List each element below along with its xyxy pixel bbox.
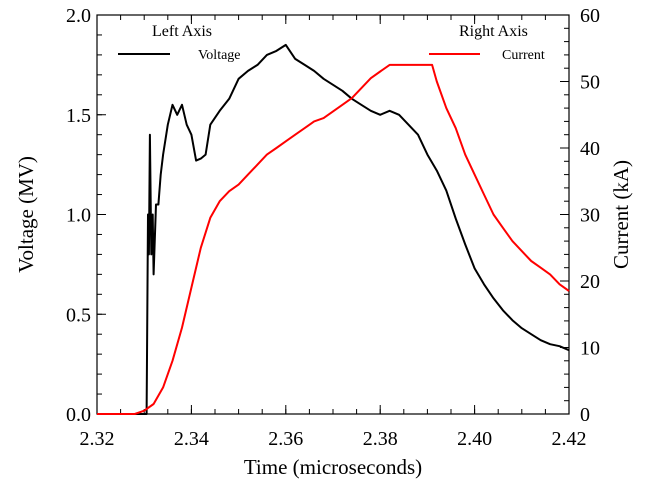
axis-ticks	[96, 14, 570, 415]
y-left-tick-label: 2.0	[66, 5, 91, 27]
x-tick-label: 2.34	[174, 428, 209, 450]
legend-left-heading: Left Axis	[152, 23, 212, 40]
y-right-tick-label: 60	[580, 5, 600, 27]
legend-voltage-label: Voltage	[198, 48, 241, 63]
y-left-tick-label: 1.5	[66, 105, 91, 127]
y-right-tick-label: 20	[580, 271, 600, 293]
y-left-tick-label: 0.5	[66, 304, 91, 326]
x-tick-label: 2.32	[80, 428, 115, 450]
x-tick-label: 2.40	[457, 428, 492, 450]
x-tick-label: 2.36	[268, 428, 303, 450]
y-right-tick-label: 0	[580, 404, 590, 426]
series-line-voltage	[97, 43, 570, 415]
y-right-tick-label: 30	[580, 205, 600, 227]
series-layer	[97, 43, 570, 415]
y-right-tick-label: 40	[580, 138, 600, 160]
series-line-current	[97, 63, 570, 415]
x-tick-label: 2.42	[552, 428, 587, 450]
x-tick-label: 2.38	[363, 428, 398, 450]
legend-right-heading: Right Axis	[459, 23, 528, 40]
legend-current-label: Current	[502, 48, 545, 63]
x-axis-title: Time (microseconds)	[244, 455, 422, 479]
plot-frame	[96, 14, 570, 415]
y-left-axis-title: Voltage (MV)	[14, 156, 38, 273]
y-right-tick-label: 50	[580, 72, 600, 94]
y-left-tick-label: 0.0	[66, 404, 91, 426]
y-right-tick-label: 10	[580, 338, 600, 360]
axis-tick-labels: 2.32 2.34 2.36 2.38 2.40 2.42 0.0 0.5 1.0 1.5 2.0 0…	[66, 5, 600, 450]
legend: Left Axis Voltage Right Axis Current	[118, 23, 545, 63]
y-left-tick-label: 1.0	[66, 205, 91, 227]
y-right-axis-title: Current (kA)	[609, 160, 633, 269]
